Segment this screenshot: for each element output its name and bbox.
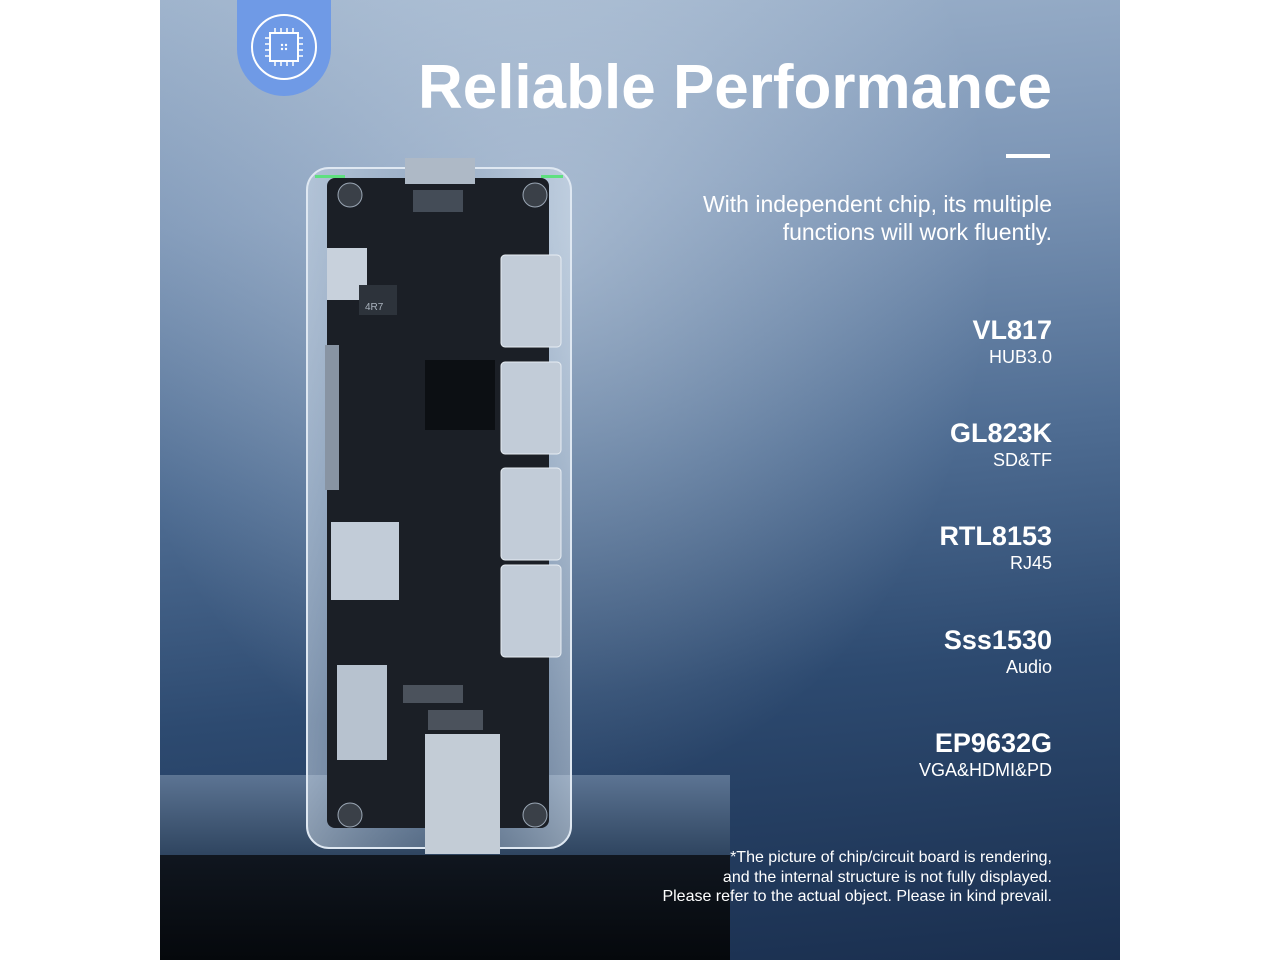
subtitle: With independent chip, its multiple func…: [703, 190, 1052, 246]
chip-name: EP9632G: [934, 728, 1052, 758]
product-banner: 4R7 Reliable Performance With independen…: [160, 0, 1120, 960]
chip-badge: [237, 0, 331, 96]
chip-name: GL823K: [949, 418, 1052, 448]
disclaimer-line: and the internal structure is not fully …: [722, 868, 1052, 886]
subtitle-line: functions will work fluently.: [782, 219, 1052, 245]
chip-name: RTL8153: [939, 521, 1052, 551]
chip-function: SD&TF: [992, 450, 1052, 470]
disclaimer-line: Please refer to the actual object. Pleas…: [662, 888, 1052, 905]
chip-function: HUB3.0: [988, 347, 1052, 367]
usb-hub-device: 4R7: [306, 158, 572, 854]
subtitle-line: With independent chip, its multiple: [702, 191, 1052, 217]
chip-name: VL817: [972, 315, 1052, 345]
disclaimer: *The picture of chip/circuit board is re…: [662, 848, 1052, 907]
chip-spec: RTL8153 RJ45: [939, 520, 1052, 574]
disclaimer-line: *The picture of chip/circuit board is re…: [730, 849, 1052, 866]
chip-function: Audio: [1005, 657, 1052, 677]
chip-function: VGA&HDMI&PD: [918, 760, 1052, 780]
divider: [1006, 154, 1050, 158]
chip-spec: Sss1530 Audio: [944, 624, 1052, 678]
chip-spec: EP9632G VGA&HDMI&PD: [919, 727, 1052, 781]
chip-name: Sss1530: [943, 625, 1052, 655]
chip-icon: [251, 14, 317, 80]
chip-function: RJ45: [1009, 553, 1052, 573]
headline: Reliable Performance: [417, 53, 1052, 122]
usb-ports: [500, 254, 562, 658]
chip-spec: VL817 HUB3.0: [972, 314, 1052, 368]
pedestal-front: [160, 855, 730, 960]
chip-spec: GL823K SD&TF: [950, 417, 1052, 471]
board-label: 4R7: [365, 302, 384, 313]
